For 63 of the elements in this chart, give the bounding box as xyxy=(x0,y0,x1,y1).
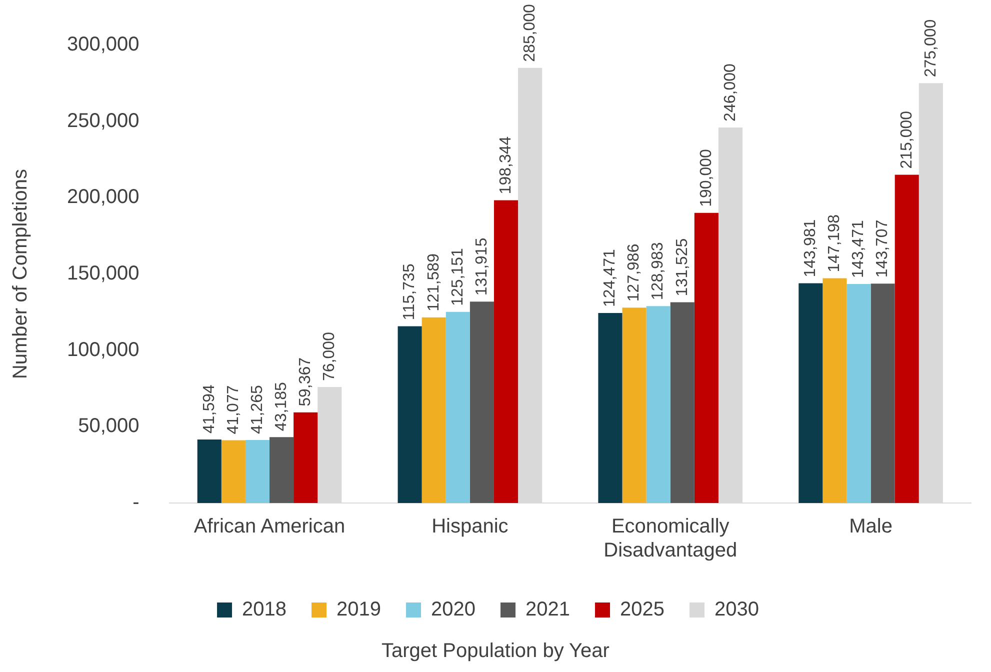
y-tick-label: 200,000 xyxy=(67,186,140,208)
data-label: 124,471 xyxy=(602,249,619,307)
data-label: 41,265 xyxy=(248,384,266,434)
bar xyxy=(422,317,446,503)
data-label: 215,000 xyxy=(898,110,916,169)
y-tick-label: 100,000 xyxy=(67,338,140,361)
legend-label: 2018 xyxy=(242,598,287,621)
x-tick-label: Hispanic xyxy=(432,516,508,538)
legend-label: 2025 xyxy=(620,598,664,621)
bar xyxy=(894,174,919,503)
bar xyxy=(870,284,895,503)
data-label: 147,198 xyxy=(826,214,844,272)
legend-label: 2020 xyxy=(431,598,476,621)
x-axis-title: Target Population by Year xyxy=(380,640,610,663)
data-label: 41,594 xyxy=(200,384,218,434)
data-label: 198,344 xyxy=(497,136,514,194)
data-label: 143,471 xyxy=(850,220,868,278)
bar xyxy=(646,306,670,503)
x-tick-label: African American xyxy=(194,516,346,538)
data-label: 125,151 xyxy=(449,248,466,306)
bar xyxy=(694,212,718,503)
bar xyxy=(470,302,494,503)
data-label: 128,983 xyxy=(650,242,667,300)
data-label: 275,000 xyxy=(922,19,940,78)
bar xyxy=(622,308,646,503)
bar xyxy=(598,312,622,503)
data-label: 285,000 xyxy=(521,4,538,62)
data-label: 76,000 xyxy=(321,332,338,381)
data-label: 127,986 xyxy=(626,244,643,302)
data-label: 121,589 xyxy=(425,253,442,312)
y-axis-title: Number of Completions xyxy=(10,168,32,380)
data-label: 43,185 xyxy=(272,382,290,432)
data-label: 115,735 xyxy=(401,264,418,320)
y-tick-label: 300,000 xyxy=(67,34,140,56)
bar xyxy=(294,412,318,503)
data-label: 246,000 xyxy=(722,64,739,122)
bar xyxy=(270,437,294,503)
x-tick-label: Economically Disadvantaged xyxy=(604,516,738,562)
bar xyxy=(494,200,518,503)
y-tick-label: 50,000 xyxy=(78,415,140,438)
bar xyxy=(798,283,823,503)
y-tick-label: 250,000 xyxy=(67,110,140,132)
legend-label: 2021 xyxy=(526,598,570,621)
bar xyxy=(846,284,871,503)
data-label: 131,525 xyxy=(674,238,691,296)
bar xyxy=(822,278,847,503)
data-label: 41,077 xyxy=(224,385,242,434)
bar xyxy=(221,440,246,503)
legend-label: 2030 xyxy=(714,598,759,621)
bar xyxy=(398,326,422,503)
y-tick-label: - xyxy=(132,492,140,514)
bar xyxy=(197,440,222,503)
bar xyxy=(446,312,470,503)
data-label: 143,981 xyxy=(802,219,820,278)
x-tick-label: Male xyxy=(849,516,892,538)
data-label: 131,915 xyxy=(473,238,490,296)
legend-label: 2019 xyxy=(336,598,382,621)
data-label: 190,000 xyxy=(698,148,715,207)
data-label: 143,707 xyxy=(874,220,892,278)
bar xyxy=(670,302,694,503)
data-label: 59,367 xyxy=(296,357,314,406)
y-tick-label: 150,000 xyxy=(67,262,140,285)
bar xyxy=(245,440,270,503)
